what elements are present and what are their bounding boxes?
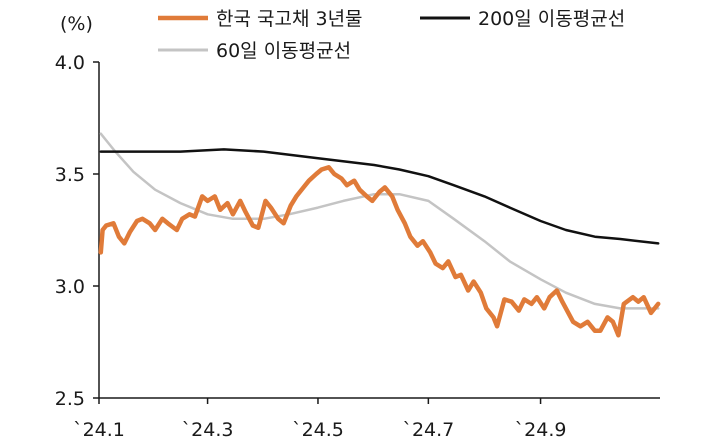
y-ticks: 4.0 3.5 3.0 2.5 [55,52,99,410]
series-line-0 [98,165,661,338]
x-axis: `24.1 `24.3 `24.5 `24.7 `24.9 [73,397,660,441]
legend-label-series-0: 한국 국고채 3년물 [216,8,363,30]
y-tick-label: 2.5 [55,388,85,410]
y-tick-label: 3.5 [55,164,85,186]
y-axis-unit-label: (%) [60,13,93,35]
y-axis: 4.0 3.5 3.0 2.5 [55,52,100,410]
x-tick-label: `24.9 [515,419,567,441]
y-tick-label: 3.0 [55,276,85,298]
x-tick-label: `24.7 [402,419,454,441]
x-tick-label: `24.3 [182,419,234,441]
legend-label-series-2: 60일 이동평균선 [216,40,351,62]
series-line-2 [99,132,660,310]
x-tick-label: `24.1 [73,419,125,441]
legend: 한국 국고채 3년물 200일 이동평균선 60일 이동평균선 [158,8,625,62]
plot-area [98,132,661,338]
x-ticks: `24.1 `24.3 `24.5 `24.7 `24.9 [73,398,566,441]
y-tick-label: 4.0 [55,52,85,74]
x-tick-label: `24.5 [292,419,344,441]
legend-label-series-1: 200일 이동평균선 [478,8,625,30]
series-line-1 [99,148,660,245]
